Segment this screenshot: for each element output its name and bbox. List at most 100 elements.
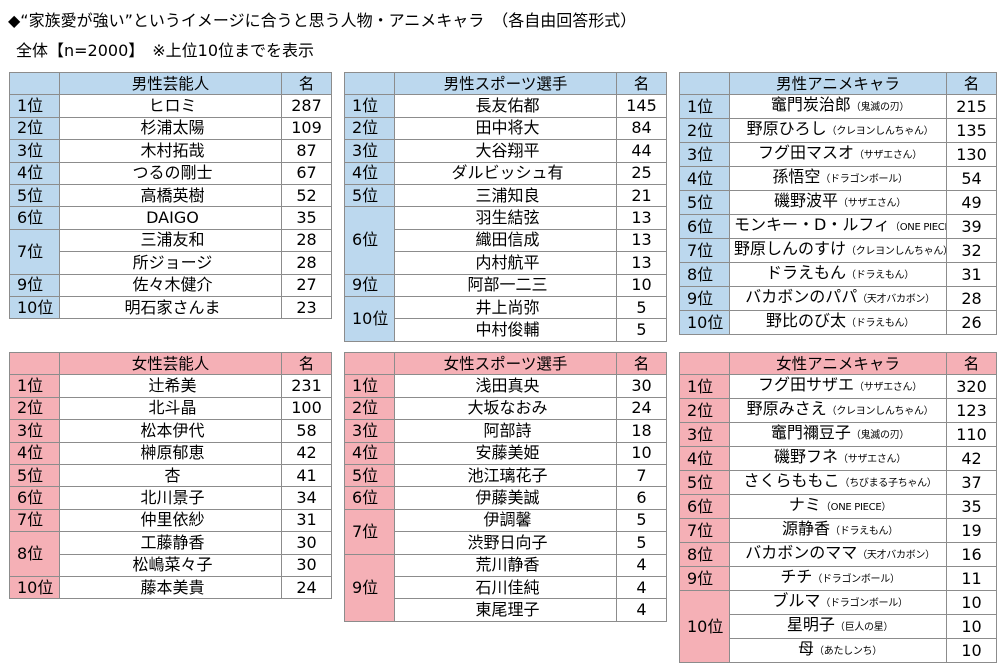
name-cell: 竈門炭治郎（鬼滅の刃） (729, 94, 947, 120)
rank-cell: 6位 (344, 486, 395, 510)
name-cell: 渋野日向子 (394, 531, 617, 555)
table-row: 7位 仲里依紗 31 (9, 508, 332, 533)
table-row: 8位 バカボンのママ（天才バカボン） 16 (679, 542, 997, 568)
character-name: バカボンのママ (745, 543, 858, 563)
character-name: ブルマ (772, 591, 821, 611)
table-row: 6位 伊藤美誠 6 (344, 486, 667, 510)
table-title: 女性スポーツ選手 (394, 351, 617, 376)
name-cell: 長友佑都 (394, 94, 617, 118)
table-male-anime: 男性アニメキャラ名 1位 竈門炭治郎（鬼滅の刃） 215 2位 野原ひろし（クレヨンし… (679, 71, 997, 336)
count-cell: 39 (946, 214, 997, 240)
name-cell: ブルマ（ドラゴンボール） (729, 590, 947, 616)
table-row: 3位 木村拓哉 87 (9, 139, 332, 163)
count-cell: 58 (281, 419, 332, 443)
rank-cell: 3位 (679, 422, 730, 448)
count-cell: 35 (281, 206, 332, 230)
count-cell: 287 (281, 94, 332, 118)
name-cell: 内村航平 (394, 251, 617, 275)
name-cell: ダルビッシュ有 (394, 161, 617, 185)
name-cell: 星明子（巨人の星） (729, 614, 947, 640)
name-cell: 大谷翔平 (394, 139, 617, 163)
table-title: 女性芸能人 (59, 351, 282, 376)
table-row: 8位 ドラえもん（ドラえもん） 31 (679, 262, 997, 288)
count-cell: 320 (946, 374, 997, 400)
character-name: ドラえもん (766, 263, 847, 283)
rank-cell: 9位 (679, 286, 730, 312)
character-name: 磯野波平 (774, 191, 839, 211)
name-cell: 磯野波平（サザエさん） (729, 190, 947, 216)
count-cell: 13 (616, 228, 667, 253)
rank-cell: 2位 (9, 116, 60, 141)
count-cell: 10 (946, 590, 997, 616)
count-cell: 30 (616, 374, 667, 398)
table-row: 7位 野原しんのすけ（クレヨンしんちゃん） 32 (679, 238, 997, 264)
name-cell: 阿部詩 (394, 419, 617, 443)
table-row: 6位 北川景子 34 (9, 486, 332, 510)
rank-cell: 9位 (679, 566, 730, 592)
page-subheading: 全体【n=2000】 ※上位10位までを表示 (16, 41, 315, 60)
rank-cell: 9位 (344, 273, 395, 297)
name-cell: 佐々木健介 (59, 273, 282, 297)
rank-cell: 10位 (9, 575, 60, 600)
rank-cell: 5位 (344, 183, 395, 208)
source-title: （天才バカボン） (857, 550, 935, 562)
name-cell: 松本伊代 (59, 419, 282, 443)
rank-cell: 7位 (679, 238, 730, 264)
source-title: （天才バカボン） (857, 294, 935, 306)
count-cell: 27 (281, 273, 332, 297)
table-male-sports: 男性スポーツ選手名 1位 長友佑都 145 2位 田中将大 84 3位 大谷翔平 44 4位… (344, 71, 667, 342)
source-title: （ドラゴンボール） (812, 574, 900, 586)
table-row: 9位 阿部一二三 10 (344, 273, 667, 297)
source-title: （鬼滅の刃） (850, 430, 910, 442)
table-row: 2位 杉浦太陽 109 (9, 116, 332, 141)
rank-cell: 7位 (9, 508, 60, 533)
count-cell: 34 (281, 486, 332, 510)
count-cell: 67 (281, 161, 332, 185)
table-female-sports: 女性スポーツ選手名 1位 浅田真央 30 2位 大坂なおみ 24 3位 阿部詩 18 4位安… (344, 351, 667, 622)
name-cell: 野原ひろし（クレヨンしんちゃん） (729, 118, 947, 144)
table-row: 1位 長友佑都 145 (344, 94, 667, 118)
name-cell: さくらももこ（ちびまる子ちゃん） (729, 470, 947, 496)
source-title: （クレヨンしんちゃん） (846, 246, 947, 258)
source-title: （ドラえもん） (830, 526, 898, 538)
character-name: ナミ (788, 495, 821, 515)
name-cell: 榊原郁恵 (59, 441, 282, 465)
count-cell: 145 (616, 94, 667, 118)
rank-cell: 5位 (9, 463, 60, 488)
name-cell: 所ジョージ (59, 251, 282, 275)
name-cell: ドラえもん（ドラえもん） (729, 262, 947, 288)
source-title: （ドラえもん） (846, 318, 914, 330)
rank-cell: 4位 (344, 441, 395, 465)
name-cell: バカボンのママ（天才バカボン） (729, 542, 947, 568)
name-cell: 池江璃花子 (394, 463, 617, 488)
count-cell: 135 (946, 118, 997, 144)
character-name: 野比のび太 (766, 311, 847, 331)
name-cell: 石川佳純 (394, 575, 617, 600)
rank-cell: 10位 (679, 310, 730, 336)
table-row: 1位 竈門炭治郎（鬼滅の刃） 215 (679, 94, 997, 120)
count-cell: 52 (281, 183, 332, 208)
count-cell: 41 (281, 463, 332, 488)
source-title: （ドラゴンボール） (820, 598, 908, 610)
character-name: 野原しんのすけ (734, 239, 847, 259)
rank-cell: 5位 (344, 463, 395, 488)
count-cell: 10 (616, 441, 667, 465)
name-cell: 藤本美貴 (59, 575, 282, 600)
table-row: 4位 ダルビッシュ有 25 (344, 161, 667, 185)
rank-cell: 4位 (9, 161, 60, 185)
rank-cell: 10位 (679, 590, 730, 663)
table-row: 2位 野原みさえ（クレヨンしんちゃん） 123 (679, 398, 997, 424)
table-row: 3位 阿部詩 18 (344, 419, 667, 443)
source-title: （クレヨンしんちゃん） (826, 406, 934, 418)
count-cell: 35 (946, 494, 997, 520)
count-cell: 26 (946, 310, 997, 336)
count-cell: 16 (946, 542, 997, 568)
count-cell: 25 (616, 161, 667, 185)
source-title: （ドラえもん） (846, 270, 914, 282)
table-row: 5位 磯野波平（サザエさん） 49 (679, 190, 997, 216)
table-row: 4位 磯野フネ（サザエさん） 42 (679, 446, 997, 472)
source-title: （ONE PIECE） (890, 222, 945, 234)
source-title: （鬼滅の刃） (850, 102, 910, 114)
count-cell: 5 (616, 508, 667, 533)
